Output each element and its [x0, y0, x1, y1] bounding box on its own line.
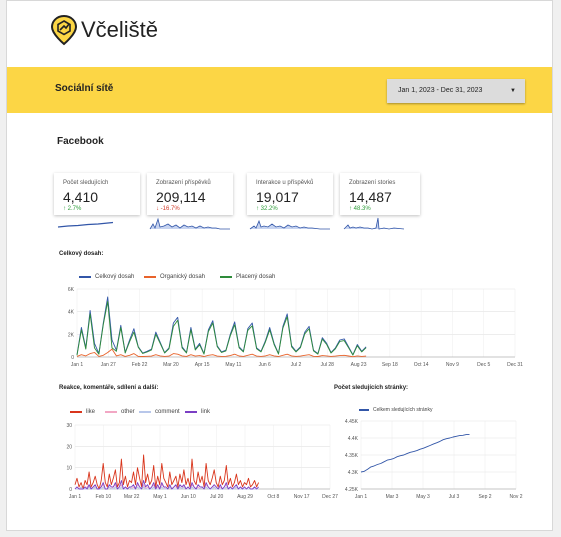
- x-tick-label: Jan 1: [69, 494, 81, 500]
- kpi-change: ↑ 32.2%: [256, 206, 278, 212]
- x-tick-label: Jul 2: [291, 362, 302, 368]
- y-tick-label: 4K: [68, 310, 75, 316]
- legend-item-comment[interactable]: comment: [139, 409, 180, 415]
- y-tick-label: 4.4K: [348, 436, 359, 442]
- legend-item-link[interactable]: link: [185, 409, 210, 415]
- dropdown-caret-icon: ▼: [510, 88, 516, 94]
- legend-item-like[interactable]: like: [70, 409, 95, 415]
- x-tick-label: Oct 8: [267, 494, 279, 500]
- date-range-value: Jan 1, 2023 - Dec 31, 2023: [398, 87, 483, 94]
- chart-title-total-reach: Celkový dosah:: [59, 251, 104, 257]
- series-line-placen-dosah: [76, 301, 367, 356]
- series-line-celkem-sleduj-c-ch-str-nky: [360, 434, 470, 473]
- x-tick-label: Nov 17: [294, 494, 310, 500]
- brand-name: Včeliště: [81, 17, 159, 42]
- x-tick-label: Aug 29: [237, 494, 253, 500]
- sparkline-post-interactions: [249, 219, 330, 230]
- x-tick-label: Dec 31: [507, 362, 523, 368]
- kpi-label: Interakce u příspěvků: [256, 180, 314, 186]
- bee-pin-icon: [50, 14, 78, 46]
- y-tick-label: 4.3K: [348, 470, 359, 476]
- arrow-up-icon: ↑: [349, 206, 352, 212]
- y-tick-label: 6K: [68, 287, 75, 293]
- kpi-change: ↑ 2.7%: [63, 206, 82, 212]
- header-banner: Sociální sítě Jan 1, 2023 - Dec 31, 2023…: [7, 67, 552, 113]
- arrow-up-icon: ↑: [63, 206, 66, 212]
- y-tick-label: 4.35K: [345, 453, 359, 459]
- series-line-celkov-dosah: [76, 296, 367, 356]
- kpi-card-followers: Počet sledujících 4,410 ↑ 2.7%: [54, 173, 140, 215]
- y-tick-label: 2K: [68, 332, 75, 338]
- kpi-change: ↓ -16.7%: [156, 206, 180, 212]
- kpi-card-post-interactions: Interakce u příspěvků 19,017 ↑ 32.2%: [247, 173, 333, 215]
- kpi-value: 4,410: [63, 189, 99, 205]
- legend-item-other[interactable]: other: [105, 409, 135, 415]
- series-line-organick-dosah: [76, 348, 367, 358]
- kpi-value: 14,487: [349, 189, 392, 205]
- legend-item-followers[interactable]: Celkem sledujících stránky: [359, 407, 432, 413]
- y-tick-label: 4.45K: [345, 419, 359, 425]
- y-tick-label: 20: [66, 444, 72, 450]
- kpi-label: Zobrazení příspěvků: [156, 180, 211, 186]
- x-tick-label: Oct 14: [414, 362, 429, 368]
- x-tick-label: Nov 9: [446, 362, 459, 368]
- sparkline-story-views: [343, 217, 405, 230]
- x-tick-label: Apr 15: [195, 362, 210, 368]
- section-title: Facebook: [57, 136, 104, 147]
- y-tick-label: 10: [66, 466, 72, 472]
- x-tick-label: Mar 20: [163, 362, 179, 368]
- kpi-card-story-views: Zobrazení stories 14,487 ↑ 48.3%: [340, 173, 420, 215]
- legend-item-organic-reach[interactable]: Organický dosah: [144, 274, 205, 280]
- x-tick-label: Jul 3: [449, 494, 460, 500]
- kpi-value: 19,017: [256, 189, 299, 205]
- x-tick-label: Jan 1: [355, 494, 367, 500]
- x-tick-label: Sep 2: [478, 494, 491, 500]
- chart-title-reactions: Reakce, komentáře, sdílení a další:: [59, 385, 159, 391]
- y-tick-label: 30: [66, 423, 72, 429]
- total-reach-chart: 0 2K 4K 6K Jan 1 Jan 27 Feb 22 Mar 20 Apr 15 May …: [68, 287, 523, 368]
- series-line-like: [74, 454, 260, 490]
- x-tick-label: Sep 18: [382, 362, 398, 368]
- y-tick-label: 0: [69, 487, 72, 493]
- series-line-link: [74, 480, 259, 490]
- reactions-chart: 0 10 20 30 Jan 1 Feb 10 Mar 22 May 1 Jun 10 Jul 2…: [66, 423, 338, 500]
- x-tick-label: Jun 10: [181, 494, 196, 500]
- followers-chart: 4.25K 4.3K 4.35K 4.4K 4.45K Jan 1 Mar 3 May 3 Ju…: [345, 419, 523, 500]
- x-tick-label: Aug 23: [351, 362, 367, 368]
- brand-logo: Včeliště: [50, 14, 159, 46]
- legend-item-paid-reach[interactable]: Placený dosah: [220, 274, 275, 280]
- y-tick-label: 4.25K: [345, 487, 359, 493]
- x-tick-label: Mar 3: [386, 494, 399, 500]
- sparkline-followers: [57, 221, 114, 228]
- kpi-card-post-views: Zobrazení příspěvků 209,114 ↓ -16.7%: [147, 173, 233, 215]
- arrow-up-icon: ↑: [256, 206, 259, 212]
- x-tick-label: Nov 2: [509, 494, 522, 500]
- x-tick-label: Jan 1: [71, 362, 83, 368]
- y-tick-label: 0: [71, 355, 74, 361]
- x-tick-label: May 3: [416, 494, 430, 500]
- x-tick-label: Feb 10: [96, 494, 112, 500]
- chart-title-followers: Počet sledujících stránky:: [334, 385, 409, 391]
- kpi-label: Zobrazení stories: [349, 180, 396, 186]
- x-tick-label: Jun 6: [259, 362, 271, 368]
- arrow-down-icon: ↓: [156, 206, 159, 212]
- report-page: Včeliště Sociální sítě Jan 1, 2023 - Dec…: [6, 0, 553, 531]
- x-tick-label: May 1: [153, 494, 167, 500]
- x-tick-label: Dec 27: [322, 494, 338, 500]
- x-tick-label: Jul 20: [210, 494, 224, 500]
- kpi-change: ↑ 48.3%: [349, 206, 371, 212]
- sparkline-post-views: [149, 217, 230, 230]
- x-tick-label: May 11: [225, 362, 241, 368]
- x-tick-label: Dec 5: [477, 362, 490, 368]
- kpi-label: Počet sledujících: [63, 180, 109, 186]
- x-tick-label: Mar 22: [124, 494, 140, 500]
- kpi-value: 209,114: [156, 189, 206, 205]
- x-tick-label: Feb 22: [132, 362, 148, 368]
- banner-title: Sociální sítě: [55, 83, 114, 94]
- x-tick-label: Jul 28: [321, 362, 335, 368]
- date-range-selector[interactable]: Jan 1, 2023 - Dec 31, 2023 ▼: [387, 79, 525, 103]
- x-tick-label: Jan 27: [101, 362, 116, 368]
- legend-item-total-reach[interactable]: Celkový dosah: [79, 274, 134, 280]
